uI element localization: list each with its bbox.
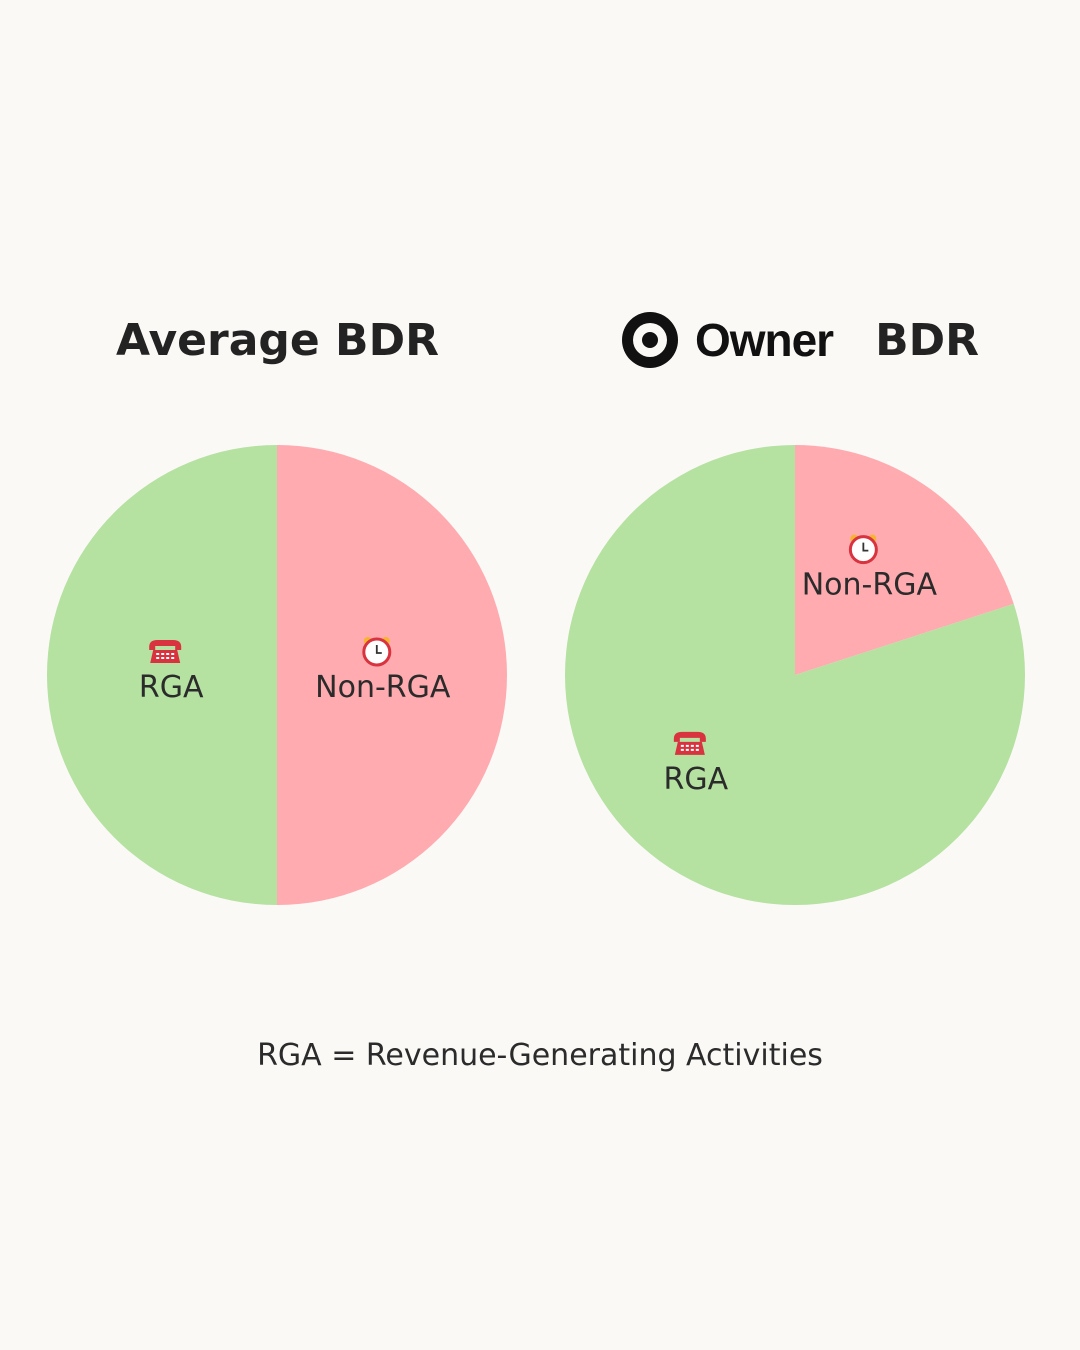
slice-label-rga: RGA	[139, 670, 204, 705]
pie-slice-rga	[565, 445, 1025, 905]
slice-label-rga: RGA	[664, 762, 729, 797]
alarm-clock-icon	[362, 637, 392, 667]
location-pin-icon	[621, 312, 678, 368]
pie-chart-2: Non-RGA RGA	[565, 445, 1025, 905]
pie-chart-1: Non-RGA RGA	[47, 445, 507, 905]
pie-slice-rga	[47, 445, 277, 905]
alarm-clock-icon	[848, 534, 878, 565]
telephone-icon	[673, 731, 706, 755]
pie-slice-non-rga	[795, 445, 1014, 675]
average-bdr-title: Average BDR	[116, 314, 439, 366]
chart-title-average-bdr: Average BDR	[40, 308, 515, 372]
owner-logo-text: Owner	[694, 314, 834, 366]
owner-bdr-title: BDR	[875, 314, 980, 366]
pie-slice-non-rga	[277, 445, 507, 905]
slice-label-non-rga: Non-RGA	[802, 568, 938, 603]
chart-title-owner-bdr: Owner BDR	[560, 308, 1040, 372]
telephone-icon	[149, 640, 182, 663]
owner-logo: Owner	[621, 311, 834, 369]
footnote: RGA = Revenue-Generating Activities	[257, 1038, 823, 1073]
slice-label-non-rga: Non-RGA	[315, 670, 451, 705]
